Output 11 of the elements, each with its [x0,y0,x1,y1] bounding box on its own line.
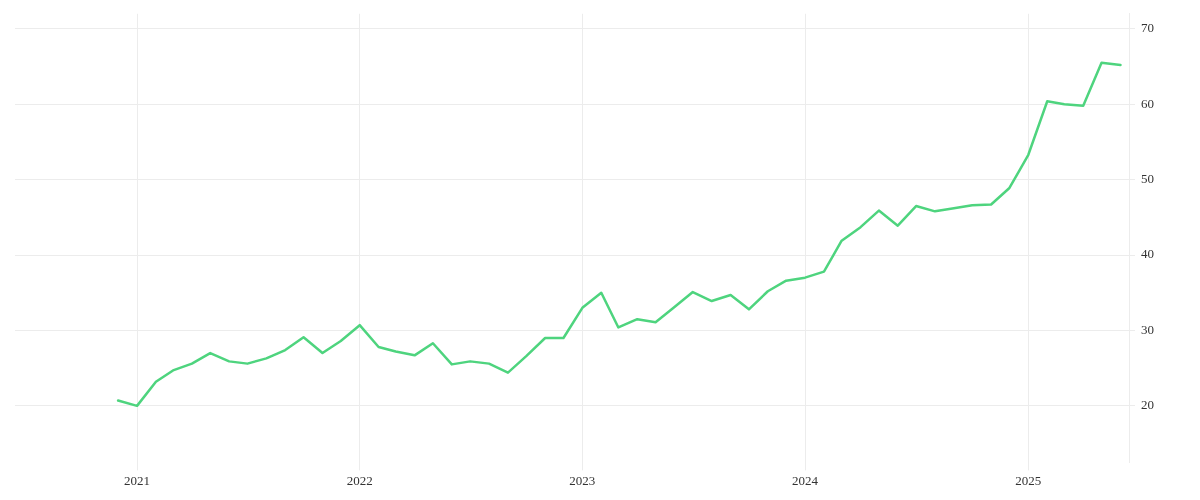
y-tick-label: 70 [1141,20,1154,36]
y-tick-label: 50 [1141,171,1154,187]
x-tick-label: 2021 [124,472,151,488]
y-tick-label: 20 [1141,397,1154,413]
x-tick-label: 2025 [1015,472,1042,488]
x-tick-label: 2024 [792,472,819,488]
x-tick-label: 2023 [569,472,596,488]
y-tick-label: 30 [1141,321,1154,337]
x-tick-label: 2022 [346,472,373,488]
y-tick-label: 40 [1141,246,1154,262]
y-tick-label: 60 [1141,95,1154,111]
